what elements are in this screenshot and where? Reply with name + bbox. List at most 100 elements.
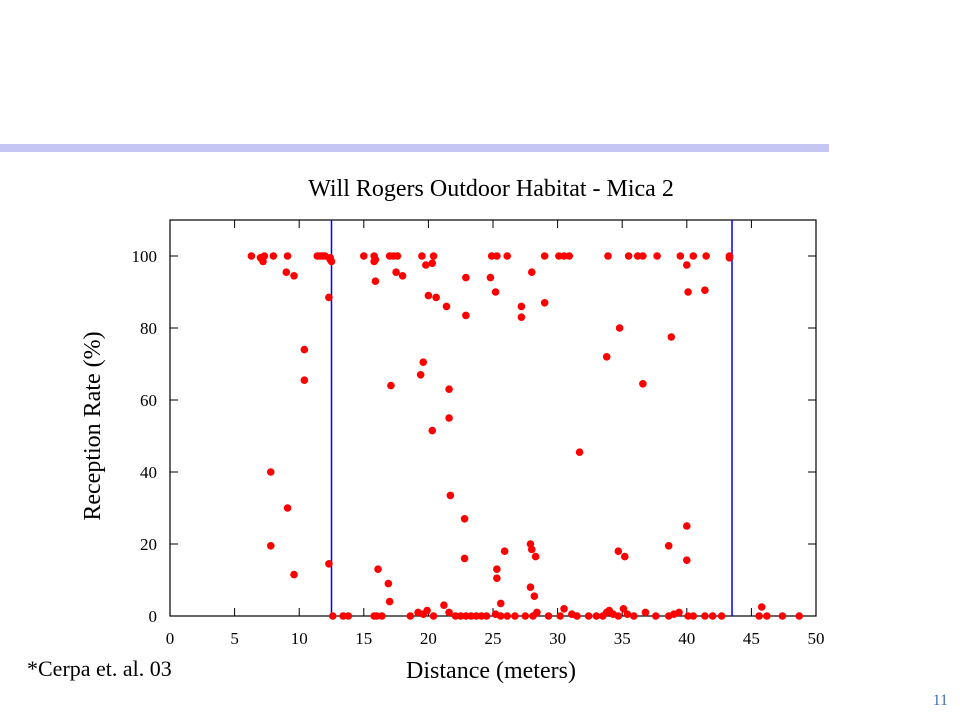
x-tick-label: 5: [230, 629, 239, 648]
x-tick-label: 40: [678, 629, 695, 648]
data-point: [653, 252, 661, 260]
data-point: [544, 612, 553, 620]
data-point: [428, 259, 437, 268]
data-point: [755, 612, 763, 620]
data-point: [623, 610, 632, 618]
data-point: [429, 252, 438, 260]
data-point: [416, 371, 425, 379]
data-point: [290, 570, 298, 579]
data-point: [325, 293, 333, 302]
data-point: [526, 583, 535, 591]
data-point: [384, 579, 393, 588]
data-point: [614, 547, 623, 555]
x-tick-label: 0: [166, 629, 175, 648]
data-point: [763, 612, 771, 620]
data-point: [445, 385, 453, 394]
data-point: [496, 599, 505, 608]
data-point: [584, 612, 593, 620]
data-point: [560, 605, 568, 613]
data-point: [592, 612, 601, 620]
data-point: [530, 592, 539, 600]
x-tick-label: 10: [291, 629, 308, 648]
data-point: [493, 252, 501, 260]
data-point: [419, 358, 428, 367]
data-point: [533, 608, 541, 617]
data-point: [778, 612, 787, 620]
data-point: [446, 491, 455, 500]
data-point: [370, 257, 378, 266]
y-tick-label: 100: [132, 247, 158, 266]
data-point: [418, 252, 426, 260]
y-tick-label: 40: [140, 463, 157, 482]
data-point: [689, 612, 698, 620]
data-point: [398, 272, 407, 280]
data-point: [300, 345, 309, 354]
data-point: [360, 252, 368, 260]
data-point: [604, 252, 612, 260]
data-point: [565, 252, 574, 260]
range-markers: [330, 220, 733, 616]
data-point: [651, 612, 660, 620]
x-tick-label: 30: [549, 629, 566, 648]
x-axis-label: Distance (meters): [406, 658, 576, 684]
data-point: [624, 252, 633, 260]
header-bar: [0, 144, 829, 152]
x-tick-label: 15: [355, 629, 372, 648]
data-point: [602, 353, 611, 361]
data-point: [641, 608, 650, 617]
data-point: [442, 302, 451, 311]
data-point: [344, 612, 353, 620]
data-point: [385, 597, 394, 606]
data-point: [266, 468, 275, 476]
data-point: [500, 547, 509, 555]
x-tick-label: 35: [614, 629, 631, 648]
data-point: [491, 288, 500, 296]
data-point: [493, 574, 501, 582]
data-point: [462, 273, 470, 282]
data-point: [496, 612, 505, 620]
data-point: [462, 311, 470, 320]
data-point: [630, 612, 638, 620]
data-point: [318, 252, 327, 260]
data-point: [717, 612, 726, 620]
data-point: [527, 545, 536, 554]
data-points: [247, 252, 804, 620]
data-point: [445, 608, 453, 617]
data-point: [795, 612, 804, 620]
y-tick-label: 0: [149, 607, 158, 626]
data-point: [282, 268, 291, 277]
data-point: [290, 272, 298, 280]
data-point: [300, 376, 309, 385]
data-point: [503, 612, 512, 620]
data-point: [540, 252, 549, 260]
data-point: [503, 252, 512, 260]
data-point: [445, 414, 453, 422]
data-point: [614, 612, 623, 620]
data-point: [708, 612, 717, 620]
data-point: [283, 504, 292, 512]
data-point: [486, 273, 495, 282]
data-point: [757, 603, 766, 611]
data-point: [325, 560, 333, 568]
data-point: [511, 612, 519, 620]
x-tick-label: 25: [485, 629, 502, 648]
data-point: [725, 253, 734, 262]
x-tick-label: 50: [808, 629, 825, 648]
y-tick-label: 20: [140, 535, 157, 554]
data-point: [247, 252, 256, 260]
data-point: [521, 612, 530, 620]
data-point: [676, 252, 685, 260]
data-point: [517, 313, 526, 322]
y-tick-label: 80: [140, 319, 157, 338]
data-point: [378, 612, 386, 620]
data-point: [702, 252, 710, 260]
data-point: [531, 552, 540, 561]
x-tick-label: 45: [743, 629, 760, 648]
data-point: [667, 333, 676, 341]
data-point: [283, 252, 292, 260]
data-point: [527, 268, 536, 277]
data-point: [639, 380, 647, 388]
data-point: [406, 612, 415, 620]
x-tick-label: 20: [420, 629, 437, 648]
data-point: [683, 522, 691, 530]
